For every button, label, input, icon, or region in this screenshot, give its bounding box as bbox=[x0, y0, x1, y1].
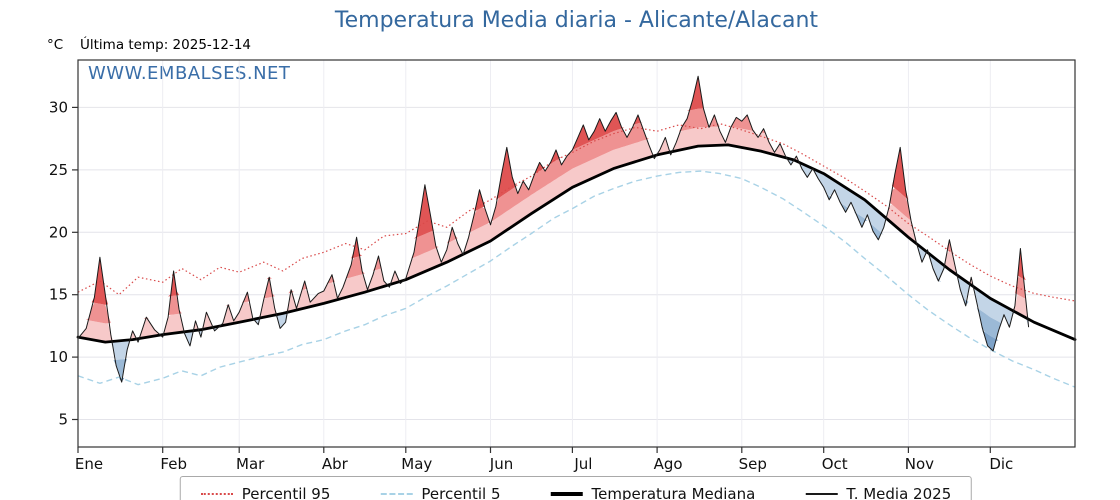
x-tick-label: Ago bbox=[654, 455, 683, 473]
y-tick-label: 20 bbox=[49, 223, 68, 241]
legend: Percentil 95 Percentil 5 Temperatura Med… bbox=[179, 476, 973, 500]
chart-title: Temperatura Media diaria - Alicante/Alac… bbox=[334, 8, 819, 33]
series-p5 bbox=[77, 170, 1076, 388]
y-axis-unit-label: °C bbox=[47, 37, 64, 53]
legend-sample-p5 bbox=[380, 493, 413, 495]
y-tick-label: 10 bbox=[49, 348, 68, 366]
legend-label-t2025: T. Media 2025 bbox=[846, 485, 952, 500]
deviation-fills bbox=[78, 76, 1029, 383]
legend-item-p95: Percentil 95 bbox=[200, 485, 331, 500]
series-median bbox=[76, 143, 1077, 344]
legend-item-p5: Percentil 5 bbox=[380, 485, 500, 500]
fill-above-median-0 bbox=[78, 126, 1029, 343]
x-tick-label: May bbox=[401, 455, 432, 473]
fill-below-median-2 bbox=[78, 182, 1029, 383]
y-tick-label: 25 bbox=[49, 161, 68, 179]
fill-above-median-1 bbox=[78, 108, 1029, 324]
fill-above-median-2 bbox=[78, 76, 1029, 305]
x-tick-label: Abr bbox=[322, 455, 349, 473]
legend-item-median: Temperatura Mediana bbox=[550, 485, 755, 500]
legend-sample-t2025 bbox=[805, 493, 838, 495]
x-tick-label: Jul bbox=[573, 455, 592, 473]
y-tick-label: 5 bbox=[58, 411, 68, 429]
legend-label-median: Temperatura Mediana bbox=[591, 485, 756, 500]
plot-frame bbox=[77, 59, 1076, 448]
x-tick-label: Mar bbox=[236, 455, 265, 473]
series-t2025 bbox=[77, 75, 1030, 383]
last-temp-annotation: Última temp: 2025-12-14 bbox=[80, 37, 252, 53]
legend-label-p5: Percentil 5 bbox=[421, 485, 501, 500]
x-tick-label: Jun bbox=[489, 455, 513, 473]
x-tick-label: Oct bbox=[822, 455, 848, 473]
x-tick-label: Dic bbox=[989, 455, 1013, 473]
x-tick-label: Ene bbox=[75, 455, 103, 473]
legend-label-p95: Percentil 95 bbox=[241, 485, 331, 500]
legend-sample-median bbox=[550, 492, 583, 496]
y-tick-label: 30 bbox=[49, 98, 68, 116]
legend-sample-p95 bbox=[200, 493, 233, 495]
x-tick-label: Feb bbox=[160, 455, 187, 473]
x-tick-label: Sep bbox=[739, 455, 767, 473]
series-p95 bbox=[77, 123, 1076, 302]
axes: 5 10 15 20 25 30 Ene Feb Mar Abr May Jun Jul Ago Sep Oc… bbox=[49, 98, 1013, 473]
y-tick-label: 15 bbox=[49, 286, 68, 304]
x-tick-label: Nov bbox=[905, 455, 934, 473]
legend-item-t2025: T. Media 2025 bbox=[805, 485, 951, 500]
